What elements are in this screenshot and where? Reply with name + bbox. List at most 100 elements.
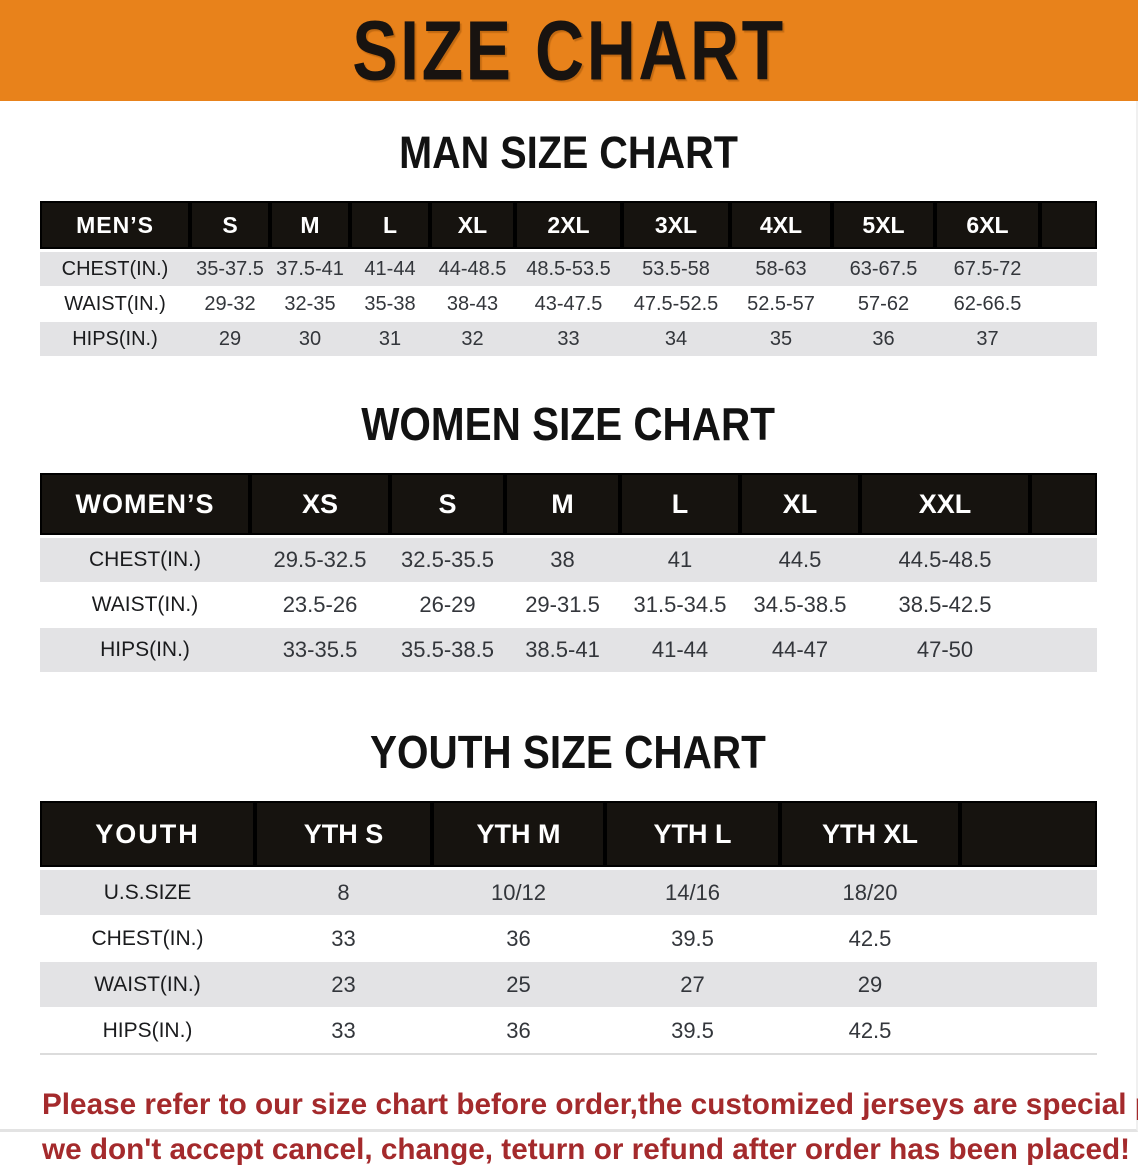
size-value-cell: 48.5-53.5: [515, 250, 622, 287]
size-value-cell: 35-37.5: [190, 250, 270, 287]
spacer-cell: [1040, 286, 1097, 322]
youth-waist-row: WAIST(IN.) 23 25 27 29: [40, 961, 1097, 1008]
men-size-col-2xl: 2XL: [515, 201, 622, 252]
men-table-title: MEN’S: [40, 201, 190, 252]
size-value-cell: 8: [255, 868, 432, 916]
disclaimer-line-2: we don't accept cancel, change, teturn o…: [42, 1133, 1131, 1166]
women-size-table: WOMEN’S XS S M L XL XXL CHEST(IN.) 29.5-…: [40, 473, 1097, 673]
men-size-col-6xl: 6XL: [935, 201, 1040, 252]
size-value-cell: 44.5: [740, 536, 860, 583]
women-table-title: WOMEN’S: [40, 473, 250, 538]
size-value-cell: 14/16: [605, 868, 780, 916]
size-value-cell: 35: [730, 321, 832, 357]
youth-size-col-s: YTH S: [255, 801, 432, 870]
size-value-cell: 35.5-38.5: [390, 627, 505, 673]
spacer-cell: [1040, 321, 1097, 357]
size-value-cell: 37.5-41: [270, 250, 350, 287]
size-value-cell: 52.5-57: [730, 286, 832, 322]
size-value-cell: 53.5-58: [622, 250, 730, 287]
size-value-cell: 33: [255, 915, 432, 962]
men-size-col-m: M: [270, 201, 350, 252]
row-label: HIPS(IN.): [40, 627, 250, 673]
size-value-cell: 29: [780, 961, 960, 1008]
youth-table-title: YOUTH: [40, 801, 255, 870]
men-table-header-row: MEN’S S M L XL 2XL 3XL 4XL 5XL 6XL: [40, 201, 1097, 252]
men-size-table: MEN’S S M L XL 2XL 3XL 4XL 5XL 6XL CHEST…: [40, 201, 1097, 357]
women-size-col-m: M: [505, 473, 620, 538]
size-value-cell: 36: [432, 915, 605, 962]
youth-size-col-xl: YTH XL: [780, 801, 960, 870]
youth-size-col-m: YTH M: [432, 801, 605, 870]
men-waist-row: WAIST(IN.) 29-32 32-35 35-38 38-43 43-47…: [40, 286, 1097, 322]
size-value-cell: 39.5: [605, 915, 780, 962]
row-label: CHEST(IN.): [40, 536, 250, 583]
size-value-cell: 29: [190, 321, 270, 357]
size-value-cell: 44-47: [740, 627, 860, 673]
spacer-cell: [1030, 582, 1097, 628]
size-value-cell: 36: [432, 1007, 605, 1055]
banner-title: SIZE CHART: [352, 2, 786, 98]
size-value-cell: 26-29: [390, 582, 505, 628]
youth-size-table: YOUTH YTH S YTH M YTH L YTH XL U.S.SIZE …: [40, 801, 1097, 1055]
size-value-cell: 63-67.5: [832, 250, 935, 287]
youth-table-header-row: YOUTH YTH S YTH M YTH L YTH XL: [40, 801, 1097, 870]
size-value-cell: 29-31.5: [505, 582, 620, 628]
men-size-col-5xl: 5XL: [832, 201, 935, 252]
men-chest-row: CHEST(IN.) 35-37.5 37.5-41 41-44 44-48.5…: [40, 250, 1097, 287]
size-value-cell: 41-44: [350, 250, 430, 287]
men-size-col-3xl: 3XL: [622, 201, 730, 252]
size-value-cell: 23: [255, 961, 432, 1008]
youth-chest-row: CHEST(IN.) 33 36 39.5 42.5: [40, 915, 1097, 962]
size-value-cell: 31: [350, 321, 430, 357]
size-value-cell: 23.5-26: [250, 582, 390, 628]
row-label: WAIST(IN.): [40, 286, 190, 322]
spacer-cell: [960, 801, 1097, 870]
disclaimer-line-1: Please refer to our size chart before or…: [42, 1088, 1138, 1121]
size-value-cell: 29.5-32.5: [250, 536, 390, 583]
men-size-col-s: S: [190, 201, 270, 252]
spacer-cell: [1030, 627, 1097, 673]
spacer-cell: [960, 915, 1097, 962]
spacer-cell: [960, 961, 1097, 1008]
size-value-cell: 36: [832, 321, 935, 357]
youth-hips-row: HIPS(IN.) 33 36 39.5 42.5: [40, 1007, 1097, 1055]
row-label: WAIST(IN.): [40, 961, 255, 1008]
women-section-heading-text: WOMEN SIZE CHART: [361, 398, 775, 450]
size-value-cell: 25: [432, 961, 605, 1008]
row-label: CHEST(IN.): [40, 250, 190, 287]
size-value-cell: 32-35: [270, 286, 350, 322]
men-section-heading-text: MAN SIZE CHART: [398, 127, 738, 178]
size-value-cell: 18/20: [780, 868, 960, 916]
size-value-cell: 29-32: [190, 286, 270, 322]
women-hips-row: HIPS(IN.) 33-35.5 35.5-38.5 38.5-41 41-4…: [40, 627, 1097, 673]
size-value-cell: 42.5: [780, 1007, 960, 1055]
men-size-col-xl: XL: [430, 201, 515, 252]
youth-section-heading: YOUTH SIZE CHART: [0, 725, 1136, 779]
size-value-cell: 10/12: [432, 868, 605, 916]
size-value-cell: 39.5: [605, 1007, 780, 1055]
size-value-cell: 32.5-35.5: [390, 536, 505, 583]
spacer-cell: [1030, 536, 1097, 583]
size-value-cell: 38-43: [430, 286, 515, 322]
men-size-col-l: L: [350, 201, 430, 252]
size-value-cell: 33: [515, 321, 622, 357]
row-label: WAIST(IN.): [40, 582, 250, 628]
size-value-cell: 62-66.5: [935, 286, 1040, 322]
women-chest-row: CHEST(IN.) 29.5-32.5 32.5-35.5 38 41 44.…: [40, 536, 1097, 583]
women-section-heading: WOMEN SIZE CHART: [0, 397, 1136, 451]
size-value-cell: 44-48.5: [430, 250, 515, 287]
women-size-col-l: L: [620, 473, 740, 538]
disclaimer-text: Please refer to our size chart before or…: [42, 1082, 1138, 1172]
size-value-cell: 38: [505, 536, 620, 583]
size-value-cell: 30: [270, 321, 350, 357]
spacer-cell: [960, 868, 1097, 916]
row-label: HIPS(IN.): [40, 321, 190, 357]
size-value-cell: 42.5: [780, 915, 960, 962]
size-value-cell: 37: [935, 321, 1040, 357]
size-value-cell: 34.5-38.5: [740, 582, 860, 628]
size-chart-banner: SIZE CHART: [0, 0, 1138, 101]
women-waist-row: WAIST(IN.) 23.5-26 26-29 29-31.5 31.5-34…: [40, 582, 1097, 628]
spacer-cell: [1040, 250, 1097, 287]
spacer-cell: [960, 1007, 1097, 1055]
size-value-cell: 41: [620, 536, 740, 583]
